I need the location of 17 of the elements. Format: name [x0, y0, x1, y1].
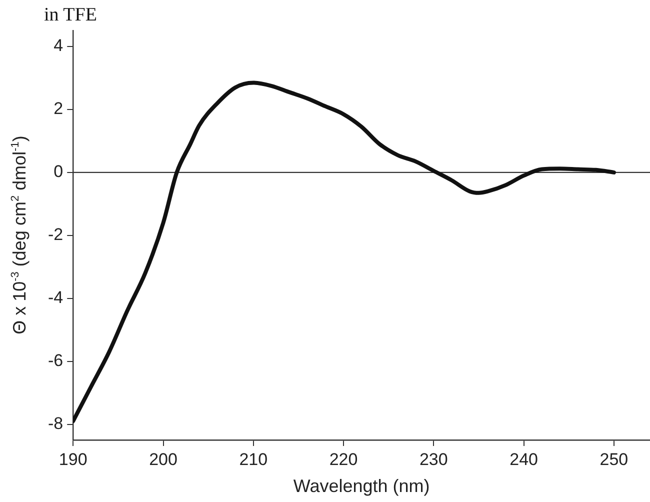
x-tick-label: 230: [419, 450, 448, 469]
x-axis-title: Wavelength (nm): [293, 476, 430, 496]
line-series: [73, 80, 616, 424]
x-tick-label: 220: [329, 450, 358, 469]
x-tick-label: 240: [510, 450, 538, 469]
y-tick-label: -6: [48, 350, 64, 370]
chart-title: in TFE: [44, 4, 97, 26]
x-tick-label: 250: [600, 450, 628, 469]
y-tick-label: -8: [48, 414, 64, 433]
y-tick-label: 4: [54, 36, 64, 56]
x-tick-label: 200: [149, 450, 178, 469]
y-tick-label: 2: [54, 99, 64, 118]
y-tick-label: 0: [54, 162, 64, 182]
y-tick-label: -2: [48, 225, 64, 244]
x-tick-label: 190: [58, 450, 88, 469]
y-tick-label: -4: [48, 288, 64, 308]
x-tick-label: 210: [239, 450, 268, 469]
